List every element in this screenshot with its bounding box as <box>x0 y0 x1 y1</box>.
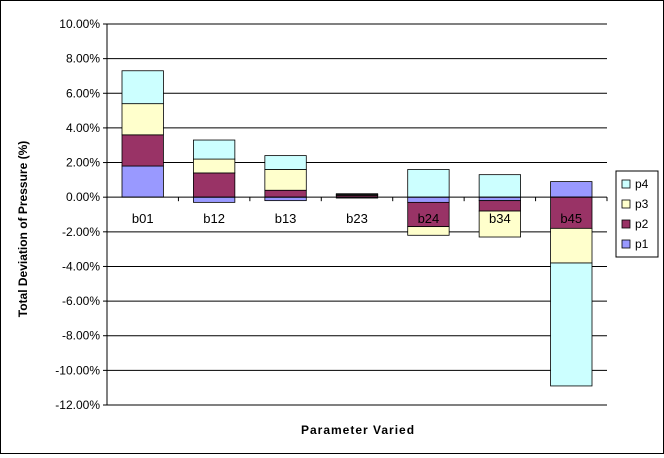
y-tick-label: 4.00% <box>66 121 100 135</box>
y-tick-label: -8.00% <box>62 329 100 343</box>
bar-segment-p3-b24 <box>407 226 450 236</box>
y-tick-label: -10.00% <box>55 363 100 377</box>
legend-label-p3: p3 <box>635 197 649 211</box>
x-tick-label-b13: b13 <box>275 211 297 226</box>
legend-label-p1: p1 <box>635 237 649 251</box>
y-tick-label: 8.00% <box>66 52 100 66</box>
bar-segment-p4-b34 <box>478 174 521 198</box>
bar-segment-p1-b34 <box>478 196 521 202</box>
bar-segment-p1-b45 <box>550 181 593 198</box>
legend: p4 p3 p2 p1 <box>615 170 659 258</box>
x-tick-label-b24: b24 <box>418 211 440 226</box>
legend-swatch-p1 <box>621 239 631 249</box>
y-axis-title: Total Deviation of Pressure (%) <box>16 141 30 317</box>
bar-segment-p3-b45 <box>550 227 593 264</box>
y-tick-label: -12.00% <box>55 398 100 412</box>
y-tick-label: -2.00% <box>62 225 100 239</box>
bar-segment-p4-b23 <box>335 193 379 195</box>
legend-swatch-p3 <box>621 199 631 209</box>
legend-label-p2: p2 <box>635 217 649 231</box>
bar-segment-p2-b34 <box>478 200 521 212</box>
y-tick-label: -6.00% <box>62 294 100 308</box>
bar-segment-p4-b13 <box>264 155 307 170</box>
bar-segment-p3-b12 <box>193 158 236 174</box>
bar-segment-p1-b13 <box>264 196 307 202</box>
bar-segment-p4-b24 <box>407 169 450 198</box>
bars-layer <box>121 70 593 387</box>
x-axis-title: Parameter Varied <box>301 423 415 437</box>
y-tick-label: -4.00% <box>62 259 100 273</box>
y-tick-label: 10.00% <box>59 17 100 31</box>
y-tick-label: 6.00% <box>66 86 100 100</box>
bar-segment-p2-b24 <box>407 201 450 228</box>
bar-segment-p3-b13 <box>264 169 307 191</box>
bar-segment-p3-b34 <box>478 210 521 238</box>
y-tick-label: 2.00% <box>66 156 100 170</box>
bar-segment-p2-b01 <box>121 134 164 167</box>
legend-swatch-p2 <box>621 219 631 229</box>
legend-swatch-p4 <box>621 179 631 189</box>
x-tick-label-b01: b01 <box>132 211 154 226</box>
bar-segment-p2-b45 <box>550 196 593 229</box>
y-tick-label: 0.00% <box>66 190 100 204</box>
axis-layer <box>106 24 608 406</box>
x-tick-label-b45: b45 <box>560 211 582 226</box>
x-tick-label-b23: b23 <box>346 211 368 226</box>
x-tick-label-b12: b12 <box>203 211 225 226</box>
bar-segment-p3-b01 <box>121 103 164 136</box>
bar-segment-p4-b45 <box>550 262 593 387</box>
legend-label-p4: p4 <box>635 177 649 191</box>
bar-segment-p2-b13 <box>264 189 307 198</box>
bar-segment-p1-b24 <box>407 196 450 203</box>
category-labels: b01 b12 b13 b23 b24 b34 b45 <box>132 211 582 226</box>
x-tick-label-b34: b34 <box>489 211 511 226</box>
bar-segment-p4-b01 <box>121 70 164 105</box>
ticks-layer: 10.00% 8.00% 6.00% 4.00% 2.00% 0.00% -2.00% -4.… <box>55 17 107 412</box>
bar-segment-p1-b12 <box>193 196 236 203</box>
bar-segment-p4-b12 <box>193 139 236 160</box>
bar-segment-p1-b01 <box>121 165 164 198</box>
bar-segment-p2-b12 <box>193 172 236 198</box>
grid-layer <box>107 23 607 371</box>
